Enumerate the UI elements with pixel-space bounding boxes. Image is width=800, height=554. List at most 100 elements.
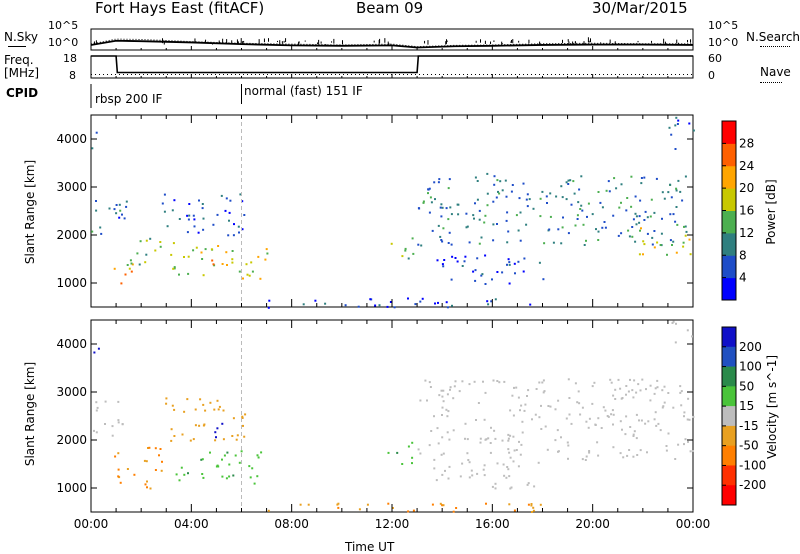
power-cell — [515, 214, 518, 217]
velocity-cell — [507, 437, 510, 440]
power-cell — [484, 214, 487, 217]
velocity-cell — [216, 427, 219, 430]
velocity-cell — [441, 395, 444, 398]
velocity-cell — [235, 438, 238, 441]
power-cell — [411, 237, 414, 240]
velocity-cell — [686, 418, 689, 421]
velocity-cell — [199, 398, 202, 401]
power-cell — [672, 240, 675, 243]
velocity-cell — [689, 450, 692, 453]
power-cell — [447, 242, 450, 244]
power-cell — [506, 241, 509, 244]
power-cell — [577, 201, 580, 204]
velocity-cell — [433, 458, 436, 461]
power-cell — [187, 218, 190, 221]
power-cell — [567, 232, 570, 235]
power-cell — [210, 248, 213, 251]
power-cell — [685, 230, 688, 233]
velocity-cell — [485, 438, 488, 441]
power-cell — [677, 179, 680, 182]
power-cell — [497, 190, 499, 193]
power-cell — [95, 131, 98, 134]
velocity-cell — [228, 463, 231, 466]
power-cell — [302, 303, 305, 306]
velocity-cell — [214, 439, 217, 442]
velocity-cell — [192, 438, 195, 441]
velocity-cell — [144, 483, 147, 486]
power-cell — [450, 243, 453, 246]
velocity-cell — [581, 458, 584, 461]
power-cell — [625, 209, 628, 212]
power-cell — [231, 261, 234, 264]
power-cell — [463, 260, 466, 263]
velocity-cell — [667, 432, 670, 435]
power-cell — [200, 251, 203, 254]
power-cell — [401, 255, 404, 258]
power-cell — [682, 241, 685, 244]
velocity-cell — [257, 456, 260, 459]
power-cell — [173, 267, 176, 270]
velocity-cell — [594, 423, 597, 426]
velocity-cell — [204, 409, 207, 412]
power-cell — [562, 216, 564, 219]
velocity-cell — [117, 475, 120, 478]
power-cell — [684, 175, 687, 178]
power-cell — [440, 215, 443, 218]
power-cell — [390, 242, 393, 245]
velocity-cell — [222, 409, 225, 412]
velocity-cell — [656, 386, 659, 389]
velocity-cell — [540, 428, 543, 430]
power-cell — [221, 263, 224, 265]
power-colorbar-swatch — [722, 121, 736, 144]
power-cell — [514, 272, 516, 275]
velocity-cell — [636, 454, 639, 456]
power-cell — [638, 221, 641, 224]
power-cell — [461, 265, 464, 267]
velocity-cell — [539, 503, 542, 506]
power-cell — [178, 218, 181, 220]
power-cell — [656, 241, 659, 244]
velocity-cell — [515, 449, 518, 451]
power-cell — [628, 235, 631, 238]
velocity-cell — [649, 399, 652, 402]
power-cell — [172, 242, 175, 245]
velocity-ytick-label: 1000 — [56, 481, 87, 495]
velocity-cell — [686, 329, 689, 332]
velocity-cell — [625, 385, 628, 387]
power-cell — [620, 201, 622, 204]
power-cell — [450, 213, 453, 216]
power-cell — [599, 201, 602, 204]
power-ytick-label: 3000 — [56, 180, 87, 194]
velocity-cell — [221, 458, 223, 461]
velocity-cell — [579, 413, 582, 416]
velocity-cell — [93, 351, 96, 354]
power-cell — [481, 273, 484, 276]
velocity-cell — [672, 320, 675, 323]
velocity-cell — [507, 448, 510, 451]
velocity-cell — [541, 381, 544, 384]
velocity-cell — [441, 473, 444, 476]
velocity-cell — [503, 474, 506, 477]
velocity-cell — [645, 388, 647, 391]
velocity-cell — [629, 426, 632, 428]
noise-right-tick-bottom: 10^0 — [708, 36, 739, 49]
velocity-colorbar-swatch — [722, 425, 736, 447]
power-cell — [265, 248, 268, 251]
velocity-cell — [173, 435, 176, 437]
noise-left-label: N.Sky — [4, 30, 39, 44]
power-cell — [493, 183, 496, 186]
velocity-cell — [508, 503, 511, 506]
power-cell — [437, 181, 440, 184]
velocity-cell — [487, 437, 490, 440]
velocity-cell — [547, 405, 550, 407]
velocity-cell — [588, 451, 591, 454]
velocity-cell — [430, 430, 433, 432]
velocity-cell — [624, 433, 627, 436]
velocity-cell — [97, 347, 100, 350]
velocity-cell — [411, 456, 414, 459]
velocity-cell — [538, 416, 541, 419]
velocity-cell — [461, 462, 464, 465]
power-cell — [651, 236, 654, 239]
power-cell — [659, 244, 662, 246]
power-cell — [448, 178, 451, 181]
